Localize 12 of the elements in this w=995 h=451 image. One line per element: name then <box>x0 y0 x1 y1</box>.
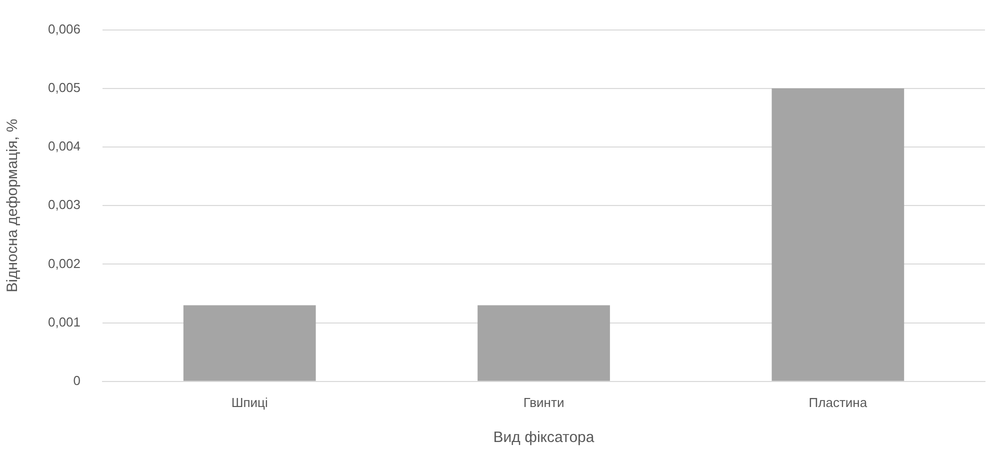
x-axis-title: Вид фіксатора <box>493 429 595 446</box>
x-tick-label: Пластина <box>808 394 868 410</box>
y-tick-label: 0,001 <box>48 314 81 330</box>
y-tick-label: 0,003 <box>48 197 81 212</box>
y-tick-label: 0,006 <box>48 21 81 36</box>
y-tick-label: 0,004 <box>48 138 81 154</box>
y-axis-title: Відносна деформація, % <box>4 118 22 292</box>
y-tick-label: 0,002 <box>48 256 81 271</box>
y-tick-label: 0 <box>73 372 81 388</box>
x-tick-label: Гвинти <box>523 394 564 410</box>
x-tick-label: Шпиці <box>231 394 268 410</box>
y-tick-label: 0,005 <box>48 80 81 95</box>
